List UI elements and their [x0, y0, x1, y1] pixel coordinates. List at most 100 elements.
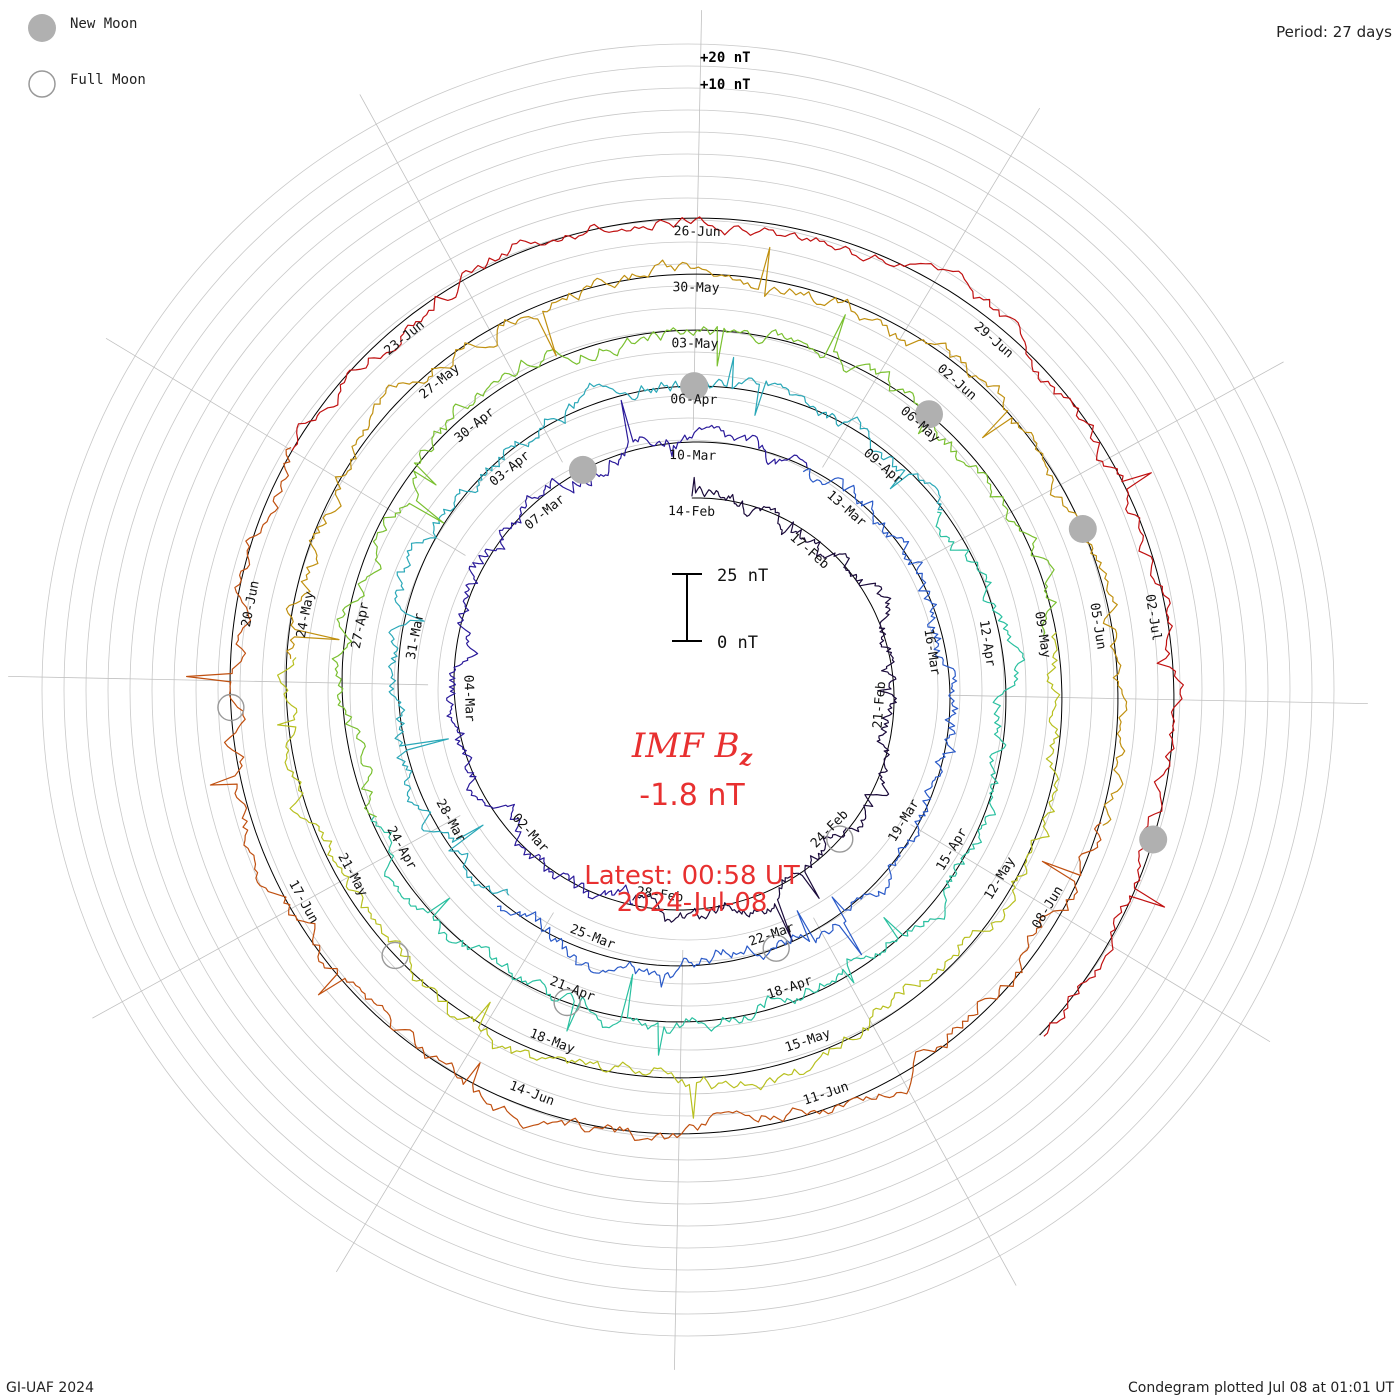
date-tick-label: 12-May: [982, 854, 1019, 902]
bz-series-0: [632, 476, 897, 942]
full-moon-marker: [553, 988, 581, 1017]
bz-series-6: [277, 632, 1061, 1119]
date-tick-label: 30-Apr: [452, 405, 498, 446]
grid-circle: [129, 131, 1247, 1249]
date-tick-label: 26-Jun: [674, 224, 721, 240]
grid-spoke: [947, 694, 1368, 704]
data-layer: [186, 216, 1184, 1141]
date-tick-label: 21-May: [334, 851, 370, 900]
date-tick-label: 08-Jun: [1029, 884, 1066, 932]
grid-spoke: [915, 361, 1284, 565]
period-label: Period: 27 days: [1276, 23, 1392, 41]
current-value: -1.8 nT: [639, 778, 745, 813]
grid-circle: [261, 263, 1115, 1117]
grid-circle: [283, 285, 1093, 1095]
grid-circle: [239, 241, 1137, 1139]
grid-circle: [41, 43, 1335, 1337]
new-moon-marker: [680, 372, 709, 401]
grid-spoke: [92, 815, 461, 1019]
variable-title: IMF Bz: [631, 726, 753, 771]
date-tick-label: 02-Jun: [934, 362, 979, 404]
date-tick-label: 28-Feb: [636, 884, 685, 905]
grid-layer: [8, 10, 1368, 1370]
moon-layer: [217, 372, 1168, 1017]
legend-full-moon: Full Moon: [70, 72, 146, 88]
date-tick-label: 25-Mar: [568, 922, 617, 953]
bz-series-8: [186, 447, 1102, 1141]
date-tick-label: 24-May: [294, 590, 318, 639]
date-tick-label: 06-Apr: [670, 392, 717, 408]
bz-series-9: [291, 216, 1184, 1037]
grid-circle: [151, 153, 1225, 1227]
date-tick-label: 14-Jun: [507, 1078, 556, 1109]
grid-spoke: [910, 824, 1271, 1043]
date-tick-label: 27-Apr: [349, 601, 373, 650]
grid-circle: [305, 307, 1071, 1073]
grid-spoke: [335, 912, 554, 1273]
grid-spoke: [674, 949, 684, 1370]
date-tick-label: 02-Mar: [509, 811, 552, 856]
grid-spoke: [105, 337, 466, 556]
new-moon-marker: [568, 455, 597, 484]
date-tick-label: 04-Mar: [460, 675, 477, 723]
new-moon-marker: [1139, 825, 1168, 854]
plotted-label: Condegram plotted Jul 08 at 01:01 UT: [1127, 1380, 1394, 1396]
bz-series-2: [496, 468, 959, 988]
bz-series-1: [446, 399, 808, 905]
date-tick-label: 20-Jun: [239, 579, 263, 628]
ring-label-10: +10 nT: [700, 77, 751, 93]
date-tick-label: 10-Mar: [669, 448, 716, 464]
grid-circle: [107, 109, 1269, 1271]
date-tick-label: 21-Feb: [871, 681, 890, 729]
scale-bar: 25 nT 0 nT: [672, 566, 768, 653]
ring-label-20: +20 nT: [700, 50, 751, 66]
legend-new-moon: New Moon: [70, 16, 137, 32]
full-moon-icon: [28, 70, 56, 98]
date-tick-label: 11-Jun: [801, 1079, 850, 1108]
grid-circle: [173, 175, 1203, 1205]
latest-date: 2024-Jul-08: [617, 888, 768, 918]
date-tick-label: 30-May: [672, 280, 719, 296]
new-moon-icon: [28, 14, 56, 42]
grid-spoke: [692, 10, 702, 431]
full-moon-marker: [381, 941, 409, 970]
date-tick-label: 13-Mar: [823, 488, 868, 530]
bz-series-3: [388, 356, 944, 896]
date-tick-label: 07-Mar: [522, 492, 568, 533]
date-tick-label: 18-May: [527, 1026, 576, 1057]
latest-time: Latest: 00:58 UT: [584, 861, 800, 891]
credit-label: GI-UAF 2024: [6, 1380, 94, 1396]
grid-spoke: [822, 107, 1041, 468]
grid-circle: [437, 439, 939, 941]
full-moon-marker: [762, 934, 790, 962]
date-tick-label: 03-May: [671, 336, 718, 352]
new-moon-marker: [915, 400, 943, 429]
date-tick-label: 12-Apr: [976, 619, 998, 668]
bz-series-7: [285, 246, 1128, 826]
date-tick-label: 09-May: [1031, 610, 1053, 659]
grid-circle: [85, 87, 1291, 1293]
bz-series-4: [370, 511, 1026, 1056]
grid-circle: [349, 351, 1027, 1029]
bz-series-5: [331, 314, 1057, 818]
grid-spoke: [813, 917, 1017, 1286]
date-tick-label: 17-Feb: [787, 530, 832, 572]
full-moon-marker: [826, 825, 854, 853]
date-tick-label: 05-Jun: [1086, 602, 1108, 651]
new-moon-marker: [1068, 515, 1097, 543]
date-tick-label: 23-Jun: [382, 318, 428, 359]
date-tick-label: 31-Mar: [404, 612, 428, 661]
date-tick-label: 15-Apr: [934, 825, 971, 873]
date-tick-label: 09-Apr: [860, 446, 905, 488]
legend: New Moon Full Moon: [28, 14, 146, 98]
date-tick-label: 18-Apr: [765, 973, 814, 1002]
scale-bar-bottom-label: 0 nT: [717, 633, 758, 653]
grid-circle: [217, 219, 1159, 1161]
date-tick-label: 16-Mar: [920, 628, 942, 677]
grid-circle: [63, 65, 1313, 1315]
date-tick-label: 14-Feb: [668, 504, 715, 520]
date-tick-label: 15-May: [783, 1026, 832, 1055]
full-moon-marker: [217, 693, 245, 722]
date-tick-label: 29-Jun: [971, 319, 1016, 361]
